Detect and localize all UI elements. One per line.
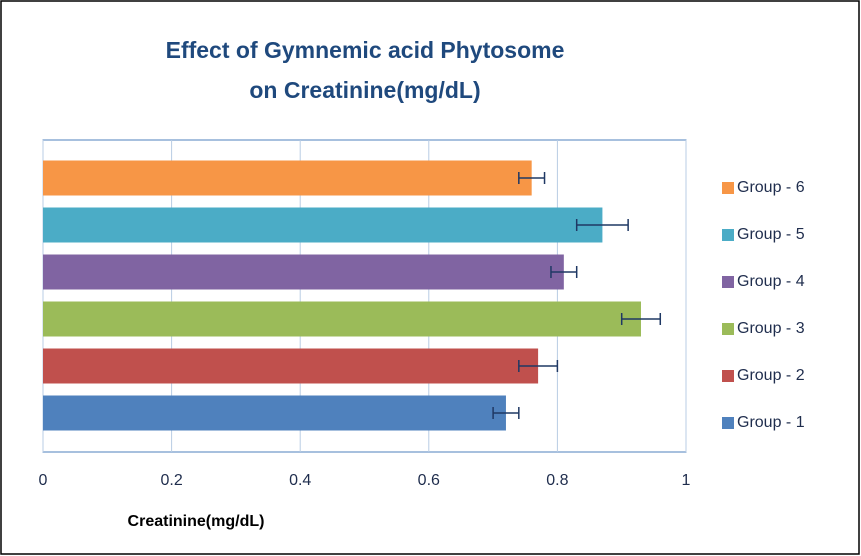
x-tick-label: 1	[682, 472, 691, 489]
bar	[43, 207, 603, 243]
bar	[43, 254, 564, 290]
legend-swatch	[722, 229, 734, 241]
x-tick-label: 0	[39, 472, 48, 489]
bar	[43, 301, 641, 337]
x-tick-label: 0.8	[546, 472, 568, 489]
bar	[43, 348, 539, 384]
legend-swatch	[722, 370, 734, 382]
legend-label: Group - 4	[737, 273, 805, 290]
x-tick-label: 0.2	[160, 472, 182, 489]
legend-swatch	[722, 323, 734, 335]
legend-swatch	[722, 417, 734, 429]
legend-swatch	[722, 276, 734, 288]
legend-label: Group - 5	[737, 226, 805, 243]
x-tick-label: 0.6	[418, 472, 440, 489]
legend-swatch	[722, 182, 734, 194]
x-axis-title: Creatinine(mg/dL)	[128, 513, 265, 530]
legend-label: Group - 2	[737, 367, 805, 384]
legend-label: Group - 1	[737, 414, 805, 431]
bar	[43, 160, 532, 196]
bar	[43, 395, 506, 431]
legend-label: Group - 6	[737, 179, 805, 196]
x-tick-label: 0.4	[289, 472, 311, 489]
chart-title: Effect of Gymnemic acid Phytosome on Cre…	[165, 37, 565, 103]
legend-label: Group - 3	[737, 320, 805, 337]
